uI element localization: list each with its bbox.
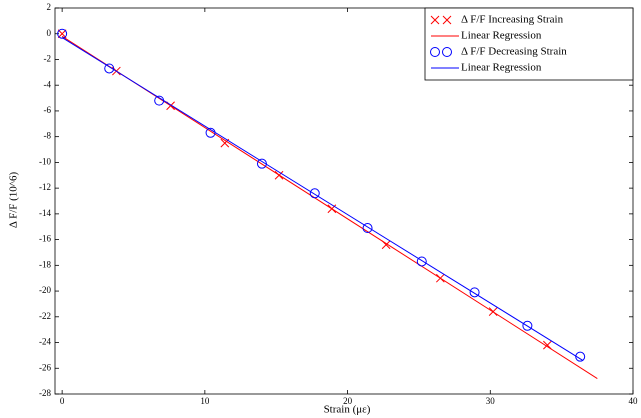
data-point [57,29,67,39]
y-tick-label: 2 [47,2,52,12]
y-tick-label: -24 [39,337,51,347]
data-point [469,287,480,298]
x-tick-label: 20 [343,396,353,406]
y-tick-label: -28 [39,388,51,398]
x-tick-label: 40 [629,396,639,406]
y-tick-label: -26 [39,362,51,372]
x-tick-label: 30 [486,396,496,406]
y-tick-label: -6 [44,105,52,115]
legend-label: Δ F/F Decreasing Strain [461,46,567,58]
y-tick-label: 0 [47,28,52,38]
regression-line [61,37,584,361]
y-tick-label: -12 [39,182,51,192]
y-tick-label: -8 [44,131,52,141]
x-tick-label: 0 [60,396,65,406]
legend-marker [442,15,452,25]
data-point [309,188,320,199]
data-point [57,28,68,39]
legend-label: Δ F/F Increasing Strain [461,14,564,26]
x-tick-label: 10 [200,396,210,406]
y-axis-label: Δ F/F (10^6) [8,172,20,229]
legend-marker [442,47,452,57]
y-tick-label: -20 [39,285,51,295]
y-tick-label: -22 [39,311,51,321]
legend-label: Linear Regression [461,30,542,42]
y-tick-label: -14 [39,208,51,218]
data-point [104,63,115,74]
y-tick-label: -2 [44,54,52,64]
data-point [362,223,373,234]
data-point [575,351,586,362]
y-tick-label: -16 [39,234,51,244]
legend-label: Linear Regression [461,62,542,74]
legend-marker [430,15,440,25]
legend-marker [430,47,440,57]
data-point [416,256,427,267]
y-tick-label: -4 [44,79,52,89]
data-point [522,320,533,331]
x-axis-label: Strain (με) [324,404,371,416]
plot-frame [54,7,634,395]
y-tick-label: -10 [39,156,51,166]
legend-box [424,7,634,81]
y-tick-label: -18 [39,259,51,269]
